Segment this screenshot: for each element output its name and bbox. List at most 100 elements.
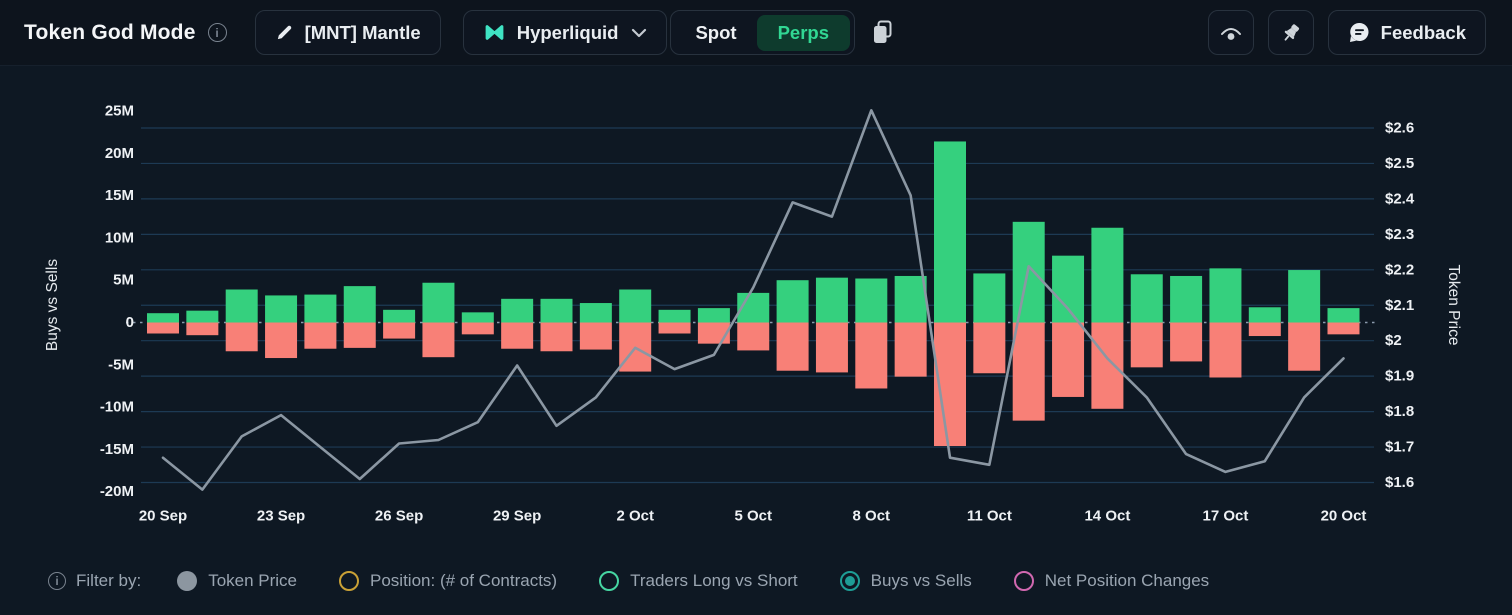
left-axis-tick: 15M [105,187,134,204]
sells-bar [697,322,730,344]
left-axis-tick: -5M [108,356,134,373]
radio-dot [844,576,855,586]
exchange-dropdown-label: Hyperliquid [516,21,619,43]
buys-bar [501,298,534,323]
buys-bar [1091,227,1124,323]
tab-perps[interactable]: Perps [756,14,850,51]
x-axis-tick: 29 Sep [493,508,541,525]
radio-icon [1013,571,1034,591]
buys-bar [1052,255,1085,323]
x-axis-tick: 20 Sep [139,508,187,525]
sells-bar [461,322,494,335]
left-axis-tick: 5M [113,272,134,289]
feedback-button-label: Feedback [1380,21,1466,43]
left-axis-tick: 0 [126,314,134,331]
buys-bar [934,141,966,323]
sells-bar [1248,322,1281,337]
buys-bar [225,289,258,323]
filter-option-label: Buys vs Sells [870,571,972,590]
eye-icon [1219,23,1243,43]
buys-bar [1327,308,1360,323]
sells-bar [579,322,612,350]
sells-bar [186,322,219,336]
sells-bar [1327,322,1360,335]
sells-bar [855,322,888,389]
sells-bar [225,322,258,352]
sells-bar [1130,322,1163,368]
sells-bar [973,322,1006,374]
price-line [161,108,1345,491]
x-axis-tick: 23 Sep [257,508,305,525]
right-axis-tick: $2.5 [1385,155,1414,172]
left-axis-title: Buys vs Sells [44,259,61,351]
sells-bar [501,322,534,349]
sells-bar [776,322,809,371]
pin-button[interactable] [1267,10,1314,55]
left-axis-tick: -20M [100,483,134,500]
right-axis-tick: $1.7 [1385,439,1414,456]
buys-bar [855,278,888,323]
x-axis-tick: 20 Oct [1321,508,1367,525]
copy-icon[interactable] [872,20,893,45]
buys-bar [147,313,179,323]
buys-bar [619,289,652,323]
token-select-button[interactable]: [MNT] Mantle [254,10,441,55]
x-axis-tick: 2 Oct [616,508,654,525]
radio-icon [339,571,360,591]
buys-bar [304,294,337,323]
left-axis-tick: -10M [100,399,134,416]
x-axis-tick: 14 Oct [1084,508,1130,525]
chart[interactable]: 25M 20M 15M 10M 5M 0 -5M -10M -15M -20M $2.6 $2.5 $2… [0,73,1512,547]
radio-icon [599,571,620,591]
pencil-icon [275,23,294,42]
filter-option-net-position-changes[interactable]: Net Position Changes [1013,571,1209,591]
buys-bar [894,275,927,323]
buys-bar [186,310,219,323]
left-axis-tick: 20M [105,145,134,162]
sells-bar [1012,322,1045,421]
sells-bar [1170,322,1203,362]
sells-bar [540,322,573,352]
x-axis-tick: 26 Sep [375,508,423,525]
filter-option-token-price[interactable]: Token Price [177,571,297,591]
right-axis-title: Token Price [1445,265,1462,346]
filter-option-label: Token Price [208,571,298,590]
x-axis-tick: 8 Oct [853,508,891,525]
buys-bar [422,282,455,323]
chat-bubble-icon [1348,21,1371,44]
right-axis-tick: $1.8 [1385,403,1414,420]
header: Token God Mode i [MNT] Mantle Hyperliqui… [0,0,1512,66]
tab-spot[interactable]: Spot [695,21,737,43]
filter-option-buys-vs-sells[interactable]: Buys vs Sells [839,571,972,591]
buys-bar [1248,307,1281,323]
right-axis-tick: $2.6 [1385,120,1414,137]
filter-info-icon[interactable]: i [48,572,66,590]
buys-bar [1288,270,1321,323]
buys-bar [1130,274,1163,323]
hyperliquid-logo-icon [483,21,506,44]
buys-bar [540,298,573,323]
sells-bar [422,322,455,358]
token-button-label: [MNT] Mantle [304,21,421,43]
pin-icon [1280,22,1302,44]
right-axis-tick: $1.6 [1385,474,1414,491]
filter-option-position-of-contracts[interactable]: Position: (# of Contracts) [339,571,557,591]
buys-bar [383,309,416,323]
info-icon[interactable]: i [207,23,227,42]
watch-button[interactable] [1207,10,1254,55]
exchange-dropdown[interactable]: Hyperliquid [462,10,668,55]
right-axis-tick: $2.3 [1385,226,1414,243]
sells-bar [147,322,179,334]
right-axis-tick: $2.2 [1385,261,1414,278]
filter-label: Filter by: [76,571,142,590]
sells-bar [894,322,927,377]
buys-bar [265,295,298,323]
sells-bar [343,322,376,348]
sells-bar [1091,322,1124,409]
header-actions: Feedback [1207,10,1486,55]
sells-bar [1052,322,1085,397]
x-axis-tick: 17 Oct [1203,508,1249,525]
feedback-button[interactable]: Feedback [1327,10,1486,55]
x-axis-tick: 5 Oct [734,508,772,525]
filter-option-traders-long-vs-short[interactable]: Traders Long vs Short [599,571,798,591]
